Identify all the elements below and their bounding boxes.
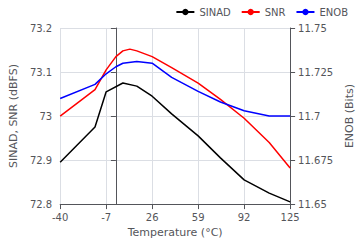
svg-text:11.675: 11.675	[298, 155, 333, 166]
svg-text:11.75: 11.75	[298, 23, 327, 34]
svg-text:26: 26	[146, 212, 159, 223]
svg-text:-40: -40	[52, 212, 68, 223]
svg-text:92: 92	[238, 212, 251, 223]
svg-text:59: 59	[192, 212, 205, 223]
svg-text:125: 125	[281, 212, 300, 223]
svg-text:73.1: 73.1	[30, 67, 52, 78]
svg-text:-7: -7	[101, 212, 111, 223]
svg-text:11.65: 11.65	[298, 199, 327, 210]
svg-text:73.2: 73.2	[30, 23, 52, 34]
svg-text:ENOB (Bits): ENOB (Bits)	[343, 84, 356, 148]
svg-text:SINAD: SINAD	[199, 7, 231, 18]
svg-text:11.725: 11.725	[298, 67, 333, 78]
svg-text:73: 73	[39, 111, 52, 122]
svg-text:SNR: SNR	[265, 7, 286, 18]
svg-text:SINAD, SNR (dBFS): SINAD, SNR (dBFS)	[7, 64, 20, 168]
svg-text:Temperature (°C): Temperature (°C)	[127, 226, 223, 239]
svg-text:72.8: 72.8	[30, 199, 52, 210]
svg-text:72.9: 72.9	[30, 155, 52, 166]
svg-text:ENOB: ENOB	[319, 7, 348, 18]
svg-text:11.7: 11.7	[298, 111, 320, 122]
